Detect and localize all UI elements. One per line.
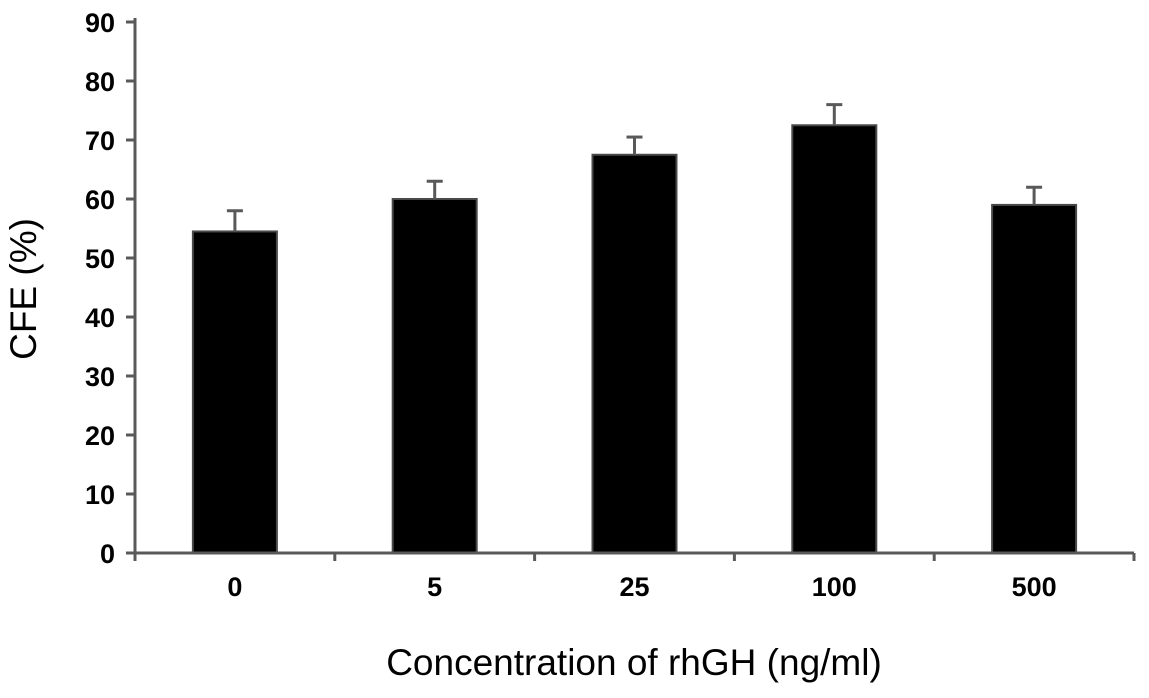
y-tick-label-0: 0 <box>100 539 115 569</box>
y-tick-label-90: 90 <box>85 8 115 38</box>
axes <box>133 18 1136 561</box>
bar-0 <box>191 230 278 554</box>
bar-100 <box>791 124 878 554</box>
x-tick-label-25: 25 <box>619 572 649 602</box>
y-tick-label-40: 40 <box>85 303 115 333</box>
y-tick-label-60: 60 <box>85 185 115 215</box>
x-tick-label-100: 100 <box>812 572 857 602</box>
y-tick-label-50: 50 <box>85 244 115 274</box>
bars <box>191 124 1078 554</box>
x-axis-title: Concentration of rhGH (ng/ml) <box>386 642 882 683</box>
x-tick-label-500: 500 <box>1012 572 1057 602</box>
y-tick-label-20: 20 <box>85 421 115 451</box>
bar-25 <box>591 153 678 554</box>
y-tick-label-70: 70 <box>85 126 115 156</box>
y-tick-label-80: 80 <box>85 67 115 97</box>
x-tick-label-5: 5 <box>427 572 442 602</box>
bar-500 <box>991 203 1078 554</box>
bar-5 <box>391 198 478 554</box>
y-tick-label-30: 30 <box>85 362 115 392</box>
y-axis-tick-labels: 0 10 20 30 40 50 60 70 80 90 <box>85 8 115 569</box>
x-axis-tick-labels: 0 5 25 100 500 <box>227 572 1056 602</box>
x-tick-label-0: 0 <box>227 572 242 602</box>
error-bars <box>226 103 1043 232</box>
y-axis-title: CFE (%) <box>3 218 44 360</box>
y-tick-label-10: 10 <box>85 480 115 510</box>
